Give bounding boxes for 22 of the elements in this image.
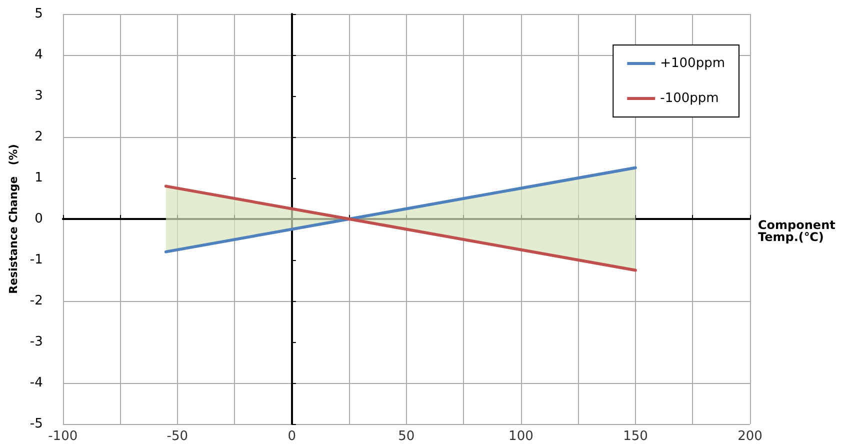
y-tick-label: -3 (30, 334, 43, 350)
y-tick-label: 2 (34, 130, 43, 144)
y-tick-label: -4 (30, 376, 43, 390)
y-tick-label: -1 (30, 252, 43, 268)
legend-label: -100ppm (660, 91, 719, 106)
y-tick-label: -2 (30, 294, 43, 308)
legend-label: +100ppm (660, 56, 725, 71)
x-axis-title: Component Temp.(℃) (758, 218, 836, 244)
x-tick-label: -100 (48, 429, 78, 444)
y-tick-label: 5 (34, 6, 43, 22)
y-axis-title: Resistance Change (%) (7, 144, 20, 294)
x-tick-label: 100 (508, 429, 534, 444)
y-tick-label: -5 (30, 416, 43, 432)
x-tick-label: -50 (166, 429, 188, 444)
y-tick-label: 0 (34, 212, 43, 226)
x-tick-label: 200 (738, 429, 762, 444)
x-tick-label: 50 (398, 429, 415, 444)
y-tick-label: 3 (34, 88, 43, 104)
y-tick-label: 4 (34, 48, 43, 62)
x-tick-label: 150 (623, 429, 648, 444)
x-tick-label: 0 (288, 429, 296, 444)
y-tick-label: 1 (34, 170, 43, 186)
